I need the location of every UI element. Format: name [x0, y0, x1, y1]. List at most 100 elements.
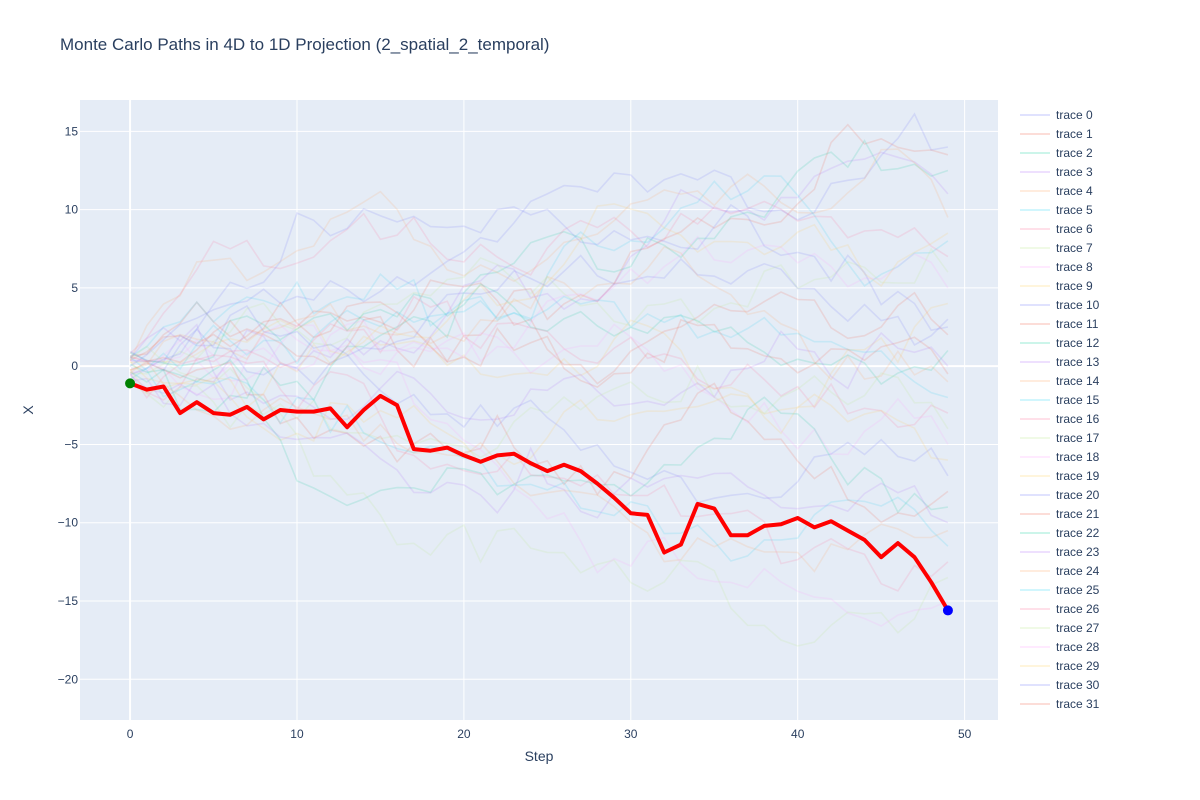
background-trace-line [129, 283, 949, 386]
legend-label: trace 4 [1056, 184, 1093, 198]
background-trace-line [129, 323, 949, 421]
legend-item[interactable]: trace 18 [1020, 450, 1100, 464]
background-trace-line [129, 203, 949, 376]
background-trace-line [129, 301, 949, 389]
legend-item[interactable]: trace 12 [1020, 336, 1100, 350]
legend-label: trace 5 [1056, 203, 1093, 217]
background-trace-line [130, 319, 949, 456]
legend-label: trace 24 [1056, 564, 1100, 578]
x-tick-label: 0 [127, 727, 134, 741]
legend-label: trace 20 [1056, 488, 1100, 502]
background-trace-line [129, 359, 949, 514]
legend-label: trace 7 [1056, 241, 1093, 255]
y-axis-title: X [20, 405, 36, 415]
legend-item[interactable]: trace 31 [1020, 697, 1100, 711]
legend-label: trace 28 [1056, 640, 1100, 654]
legend-label: trace 0 [1056, 108, 1093, 122]
legend-item[interactable]: trace 2 [1020, 146, 1093, 160]
legend-item[interactable]: trace 13 [1020, 355, 1100, 369]
legend-label: trace 6 [1056, 222, 1093, 236]
background-trace-line [129, 151, 949, 407]
legend-item[interactable]: trace 21 [1020, 507, 1100, 521]
legend-item[interactable]: trace 20 [1020, 488, 1100, 502]
y-tick-label: −20 [58, 672, 79, 686]
y-tick-label: 15 [65, 124, 79, 138]
background-trace-line [130, 254, 949, 386]
x-tick-label: 40 [791, 727, 805, 741]
y-tick-labels: −20 −15 −10 −5 0 5 10 15 [58, 124, 79, 686]
background-trace-line [129, 200, 949, 355]
plot-area [80, 100, 998, 720]
legend-item[interactable]: trace 14 [1020, 374, 1100, 388]
legend-item[interactable]: trace 3 [1020, 165, 1093, 179]
legend-item[interactable]: trace 4 [1020, 184, 1093, 198]
legend-item[interactable]: trace 28 [1020, 640, 1100, 654]
background-trace-line [129, 295, 949, 399]
legend-item[interactable]: trace 16 [1020, 412, 1100, 426]
legend-item[interactable]: trace 1 [1020, 127, 1093, 141]
legend-item[interactable]: trace 0 [1020, 108, 1093, 122]
legend-label: trace 23 [1056, 545, 1100, 559]
legend-label: trace 13 [1056, 355, 1100, 369]
background-trace-line [130, 324, 949, 627]
legend-label: trace 2 [1056, 146, 1093, 160]
y-tick-label: 5 [71, 281, 78, 295]
background-trace-line [129, 364, 949, 459]
legend-item[interactable]: trace 7 [1020, 241, 1093, 255]
start-marker [125, 378, 136, 389]
legend-item[interactable]: trace 15 [1020, 393, 1100, 407]
zero-lines [80, 100, 998, 720]
legend-item[interactable]: trace 6 [1020, 222, 1093, 236]
legend-item[interactable]: trace 26 [1020, 602, 1100, 616]
background-trace-line [129, 148, 949, 362]
background-trace-line [129, 203, 949, 409]
end-marker [942, 605, 953, 616]
background-trace-line [129, 305, 949, 504]
x-tick-label: 50 [958, 727, 972, 741]
legend-label: trace 22 [1056, 526, 1100, 540]
background-trace-line [129, 279, 949, 385]
background-trace-line [129, 354, 949, 592]
legend-label: trace 17 [1056, 431, 1100, 445]
legend-item[interactable]: trace 22 [1020, 526, 1100, 540]
legend-label: trace 19 [1056, 469, 1100, 483]
legend-item[interactable]: trace 24 [1020, 564, 1100, 578]
x-tick-label: 20 [457, 727, 471, 741]
y-tick-label: 0 [71, 359, 78, 373]
legend-item[interactable]: trace 5 [1020, 203, 1093, 217]
legend-item[interactable]: trace 8 [1020, 260, 1093, 274]
legend-item[interactable]: trace 30 [1020, 678, 1100, 692]
background-trace-line [129, 235, 949, 401]
legend-label: trace 31 [1056, 697, 1100, 711]
background-trace-line [129, 175, 949, 358]
background-trace-line [130, 302, 949, 435]
highlight-path-layer [125, 378, 953, 616]
legend-label: trace 11 [1056, 317, 1099, 331]
legend-item[interactable]: trace 25 [1020, 583, 1100, 597]
legend-item[interactable]: trace 17 [1020, 431, 1100, 445]
legend-label: trace 29 [1056, 659, 1100, 673]
legend-label: trace 14 [1056, 374, 1100, 388]
legend-item[interactable]: trace 29 [1020, 659, 1100, 673]
y-tick-label: −10 [58, 516, 79, 530]
legend-item[interactable]: trace 10 [1020, 298, 1100, 312]
background-trace-line [129, 360, 949, 573]
x-tick-label: 30 [624, 727, 638, 741]
x-tick-label: 10 [290, 727, 304, 741]
legend-item[interactable]: trace 27 [1020, 621, 1100, 635]
legend-item[interactable]: trace 11 [1020, 317, 1099, 331]
background-trace-line [129, 139, 949, 414]
x-axis-title: Step [525, 748, 554, 764]
grid-lines [80, 100, 998, 720]
legend-item[interactable]: trace 9 [1020, 279, 1093, 293]
legend-label: trace 1 [1056, 127, 1093, 141]
x-tick-labels: 0 10 20 30 40 50 [127, 727, 972, 741]
background-traces [129, 112, 949, 647]
legend-label: trace 15 [1056, 393, 1100, 407]
highlight-path-line [129, 381, 950, 612]
legend: trace 0 trace 1 trace 2 trace 3 trace 4 trace… [1020, 108, 1100, 711]
legend-item[interactable]: trace 23 [1020, 545, 1100, 559]
background-trace-line [129, 356, 949, 562]
legend-item[interactable]: trace 19 [1020, 469, 1100, 483]
legend-label: trace 25 [1056, 583, 1100, 597]
